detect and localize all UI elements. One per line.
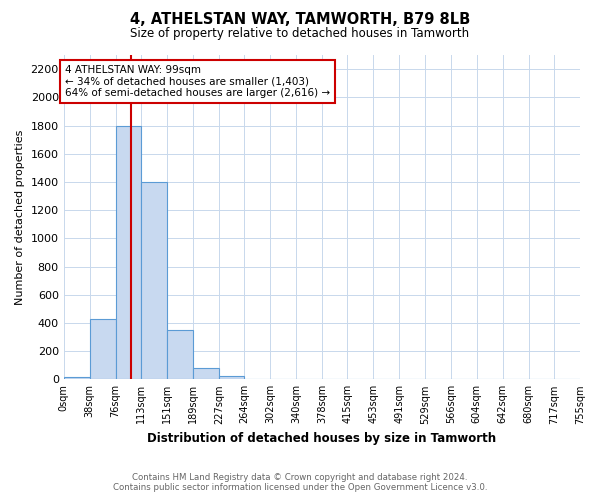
Text: 4 ATHELSTAN WAY: 99sqm
← 34% of detached houses are smaller (1,403)
64% of semi-: 4 ATHELSTAN WAY: 99sqm ← 34% of detached… [65,65,330,98]
Bar [141,182,167,380]
Bar [219,376,244,380]
Bar [193,368,219,380]
Bar [89,318,116,380]
Bar [116,126,141,380]
Y-axis label: Number of detached properties: Number of detached properties [15,130,25,305]
Bar [167,330,193,380]
Text: Size of property relative to detached houses in Tamworth: Size of property relative to detached ho… [130,28,470,40]
X-axis label: Distribution of detached houses by size in Tamworth: Distribution of detached houses by size … [147,432,496,445]
Bar [64,377,89,380]
Bar [244,378,270,380]
Text: 4, ATHELSTAN WAY, TAMWORTH, B79 8LB: 4, ATHELSTAN WAY, TAMWORTH, B79 8LB [130,12,470,28]
Text: Contains HM Land Registry data © Crown copyright and database right 2024.
Contai: Contains HM Land Registry data © Crown c… [113,473,487,492]
